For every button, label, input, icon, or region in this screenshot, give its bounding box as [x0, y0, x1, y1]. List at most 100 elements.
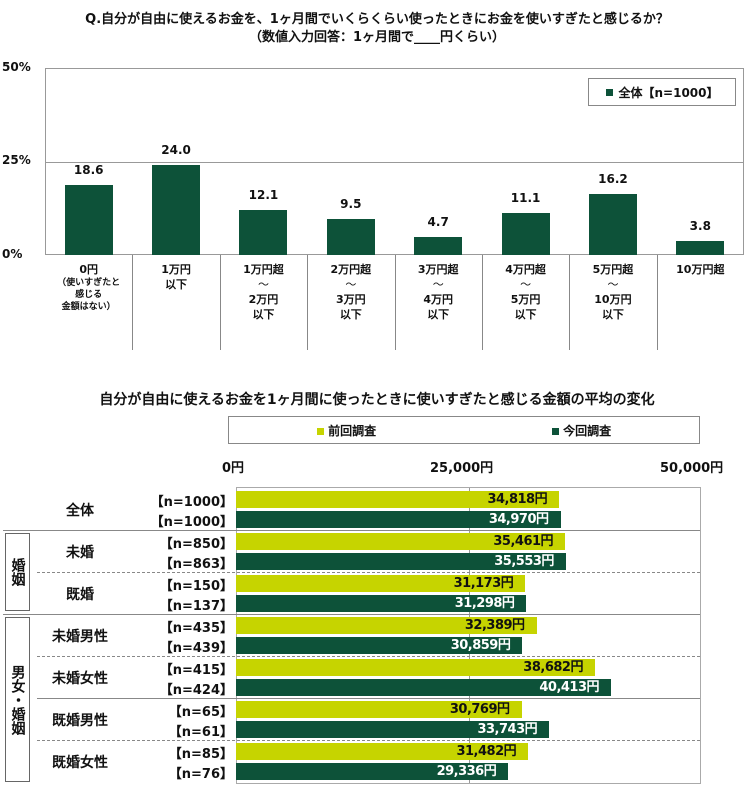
previous-bar-0: 34,818円	[236, 491, 560, 508]
chart2-plot-area	[236, 487, 701, 784]
category-divider-3	[307, 255, 309, 350]
category-line: ～	[257, 278, 269, 291]
sample-size-4-0: 【n=415】	[159, 663, 233, 678]
category-sub-line: 金額はない）	[61, 302, 116, 312]
bar-value-label: 32,389円	[464, 618, 525, 633]
category-line: 3万円超	[417, 263, 459, 276]
sample-size-3-0: 【n=435】	[159, 621, 233, 636]
gridline-25	[46, 162, 743, 163]
current-bar-1: 35,553円	[236, 553, 566, 570]
category-sub-line: 感じる	[75, 290, 103, 300]
category-line: 以下	[427, 308, 450, 321]
category-divider-4	[394, 255, 396, 350]
category-label-5: 4万円超 ～ 5万円以下	[482, 262, 569, 322]
bar-value-label: 34,970円	[488, 512, 549, 527]
category-label-7: 10万円超	[657, 262, 744, 277]
data-label-4: 4.7	[427, 215, 449, 230]
previous-bar-4: 38,682円	[236, 659, 595, 676]
bar-value-label: 31,482円	[456, 744, 517, 759]
legend-label-current: 今回調査	[563, 423, 612, 438]
ytick-0: 0%	[2, 247, 23, 261]
bar-value-label: 33,743円	[477, 722, 538, 737]
xtick-0: 0円	[222, 461, 245, 476]
category-line: 3万円	[335, 293, 366, 306]
previous-bar-6: 31,482円	[236, 743, 529, 760]
current-bar-0: 34,970円	[236, 511, 561, 528]
data-label-1: 24.0	[161, 143, 191, 158]
bar-value-label: 35,553円	[494, 554, 554, 569]
category-label-6: 5万円超 ～ 10万円以下	[569, 262, 656, 322]
sample-size-5-0: 【n=65】	[168, 705, 233, 720]
row-separator-2	[37, 572, 700, 573]
group-label-3: 未婚男性	[52, 629, 108, 645]
category-line: 5万円超	[592, 263, 634, 276]
bar-value-label: 30,859円	[450, 638, 511, 653]
category-line: 0円	[79, 263, 99, 276]
category-divider-1	[132, 255, 134, 350]
sample-size-6-1: 【n=76】	[168, 767, 233, 782]
category-label-3: 2万円超 ～ 3万円 以下	[307, 262, 394, 322]
side-label-gender-marriage: 男女・婚姻	[5, 617, 30, 782]
bar-value-label: 40,413円	[539, 680, 600, 695]
bar-value-label: 38,682円	[523, 660, 583, 675]
bar-0	[64, 185, 113, 255]
data-label-0: 18.6	[73, 163, 104, 178]
sample-size-6-0: 【n=85】	[168, 747, 233, 762]
bar-value-label: 31,298円	[454, 596, 515, 611]
category-line: 以下	[339, 308, 362, 321]
sample-size-5-1: 【n=61】	[168, 725, 233, 740]
bar-value-label: 35,461円	[493, 534, 554, 549]
category-line: ～	[520, 278, 532, 291]
bar-value-label: 31,173円	[453, 576, 514, 591]
category-divider-5	[481, 255, 483, 350]
category-label-4: 3万円超 ～ 4万円以下	[395, 262, 482, 322]
category-line: 5万円	[510, 293, 541, 306]
row-separator-5	[37, 698, 700, 699]
bar-3	[326, 219, 375, 255]
chart2-legend: 前回調査 今回調査	[228, 416, 700, 444]
sample-size-2-1: 【n=137】	[159, 599, 233, 614]
data-label-6: 16.2	[598, 172, 628, 187]
category-line: 以下	[601, 308, 624, 321]
category-line: 以下	[252, 308, 275, 321]
category-line: ～	[432, 278, 444, 291]
row-separator-6	[37, 740, 700, 741]
category-line: 以下	[514, 308, 537, 321]
group-label-0: 全体	[66, 503, 94, 519]
bar-value-label: 30,769円	[449, 702, 510, 717]
current-bar-5: 33,743円	[236, 721, 550, 738]
sample-size-0-1: 【n=1000】	[150, 515, 233, 530]
ytick-50: 50%	[2, 60, 31, 74]
data-label-2: 12.1	[248, 187, 279, 202]
previous-bar-1: 35,461円	[236, 533, 566, 550]
current-bar-2: 31,298円	[236, 595, 527, 612]
sample-size-4-1: 【n=424】	[159, 683, 233, 698]
category-line: 4万円超	[505, 263, 546, 276]
group-label-4: 未婚女性	[52, 671, 108, 687]
data-label-7: 3.8	[689, 218, 711, 233]
category-divider-2	[219, 255, 221, 350]
category-line: ～	[607, 278, 619, 291]
category-sub-line: （使いすぎたと	[57, 278, 121, 288]
current-bar-3: 30,859円	[236, 637, 523, 654]
category-line: 10万円	[594, 293, 632, 306]
sample-size-0-0: 【n=1000】	[150, 495, 233, 510]
category-line: 4万円	[423, 293, 454, 306]
previous-bar-2: 31,173円	[236, 575, 526, 592]
legend-label: 全体【n=1000】	[618, 85, 719, 100]
sample-size-1-1: 【n=863】	[159, 557, 233, 572]
bar-1	[152, 165, 201, 255]
sample-size-1-0: 【n=850】	[159, 537, 233, 552]
data-label-5: 11.1	[510, 191, 541, 206]
legend-swatch-previous	[316, 427, 324, 435]
bar-value-label: 34,818円	[487, 492, 548, 507]
category-label-2: 1万円超 ～ 2万円 以下	[220, 262, 307, 322]
bar-4	[414, 237, 463, 255]
current-bar-6: 29,336円	[236, 763, 509, 780]
chart2-title: 自分が自由に使えるお金を1ヶ月間に使ったときに使いすぎたと感じる金額の平均の変化	[99, 392, 655, 408]
category-divider-6	[569, 255, 571, 350]
gridline-25000	[469, 488, 470, 783]
chart1-legend: 全体【n=1000】	[588, 78, 736, 106]
bar-6	[588, 194, 637, 255]
